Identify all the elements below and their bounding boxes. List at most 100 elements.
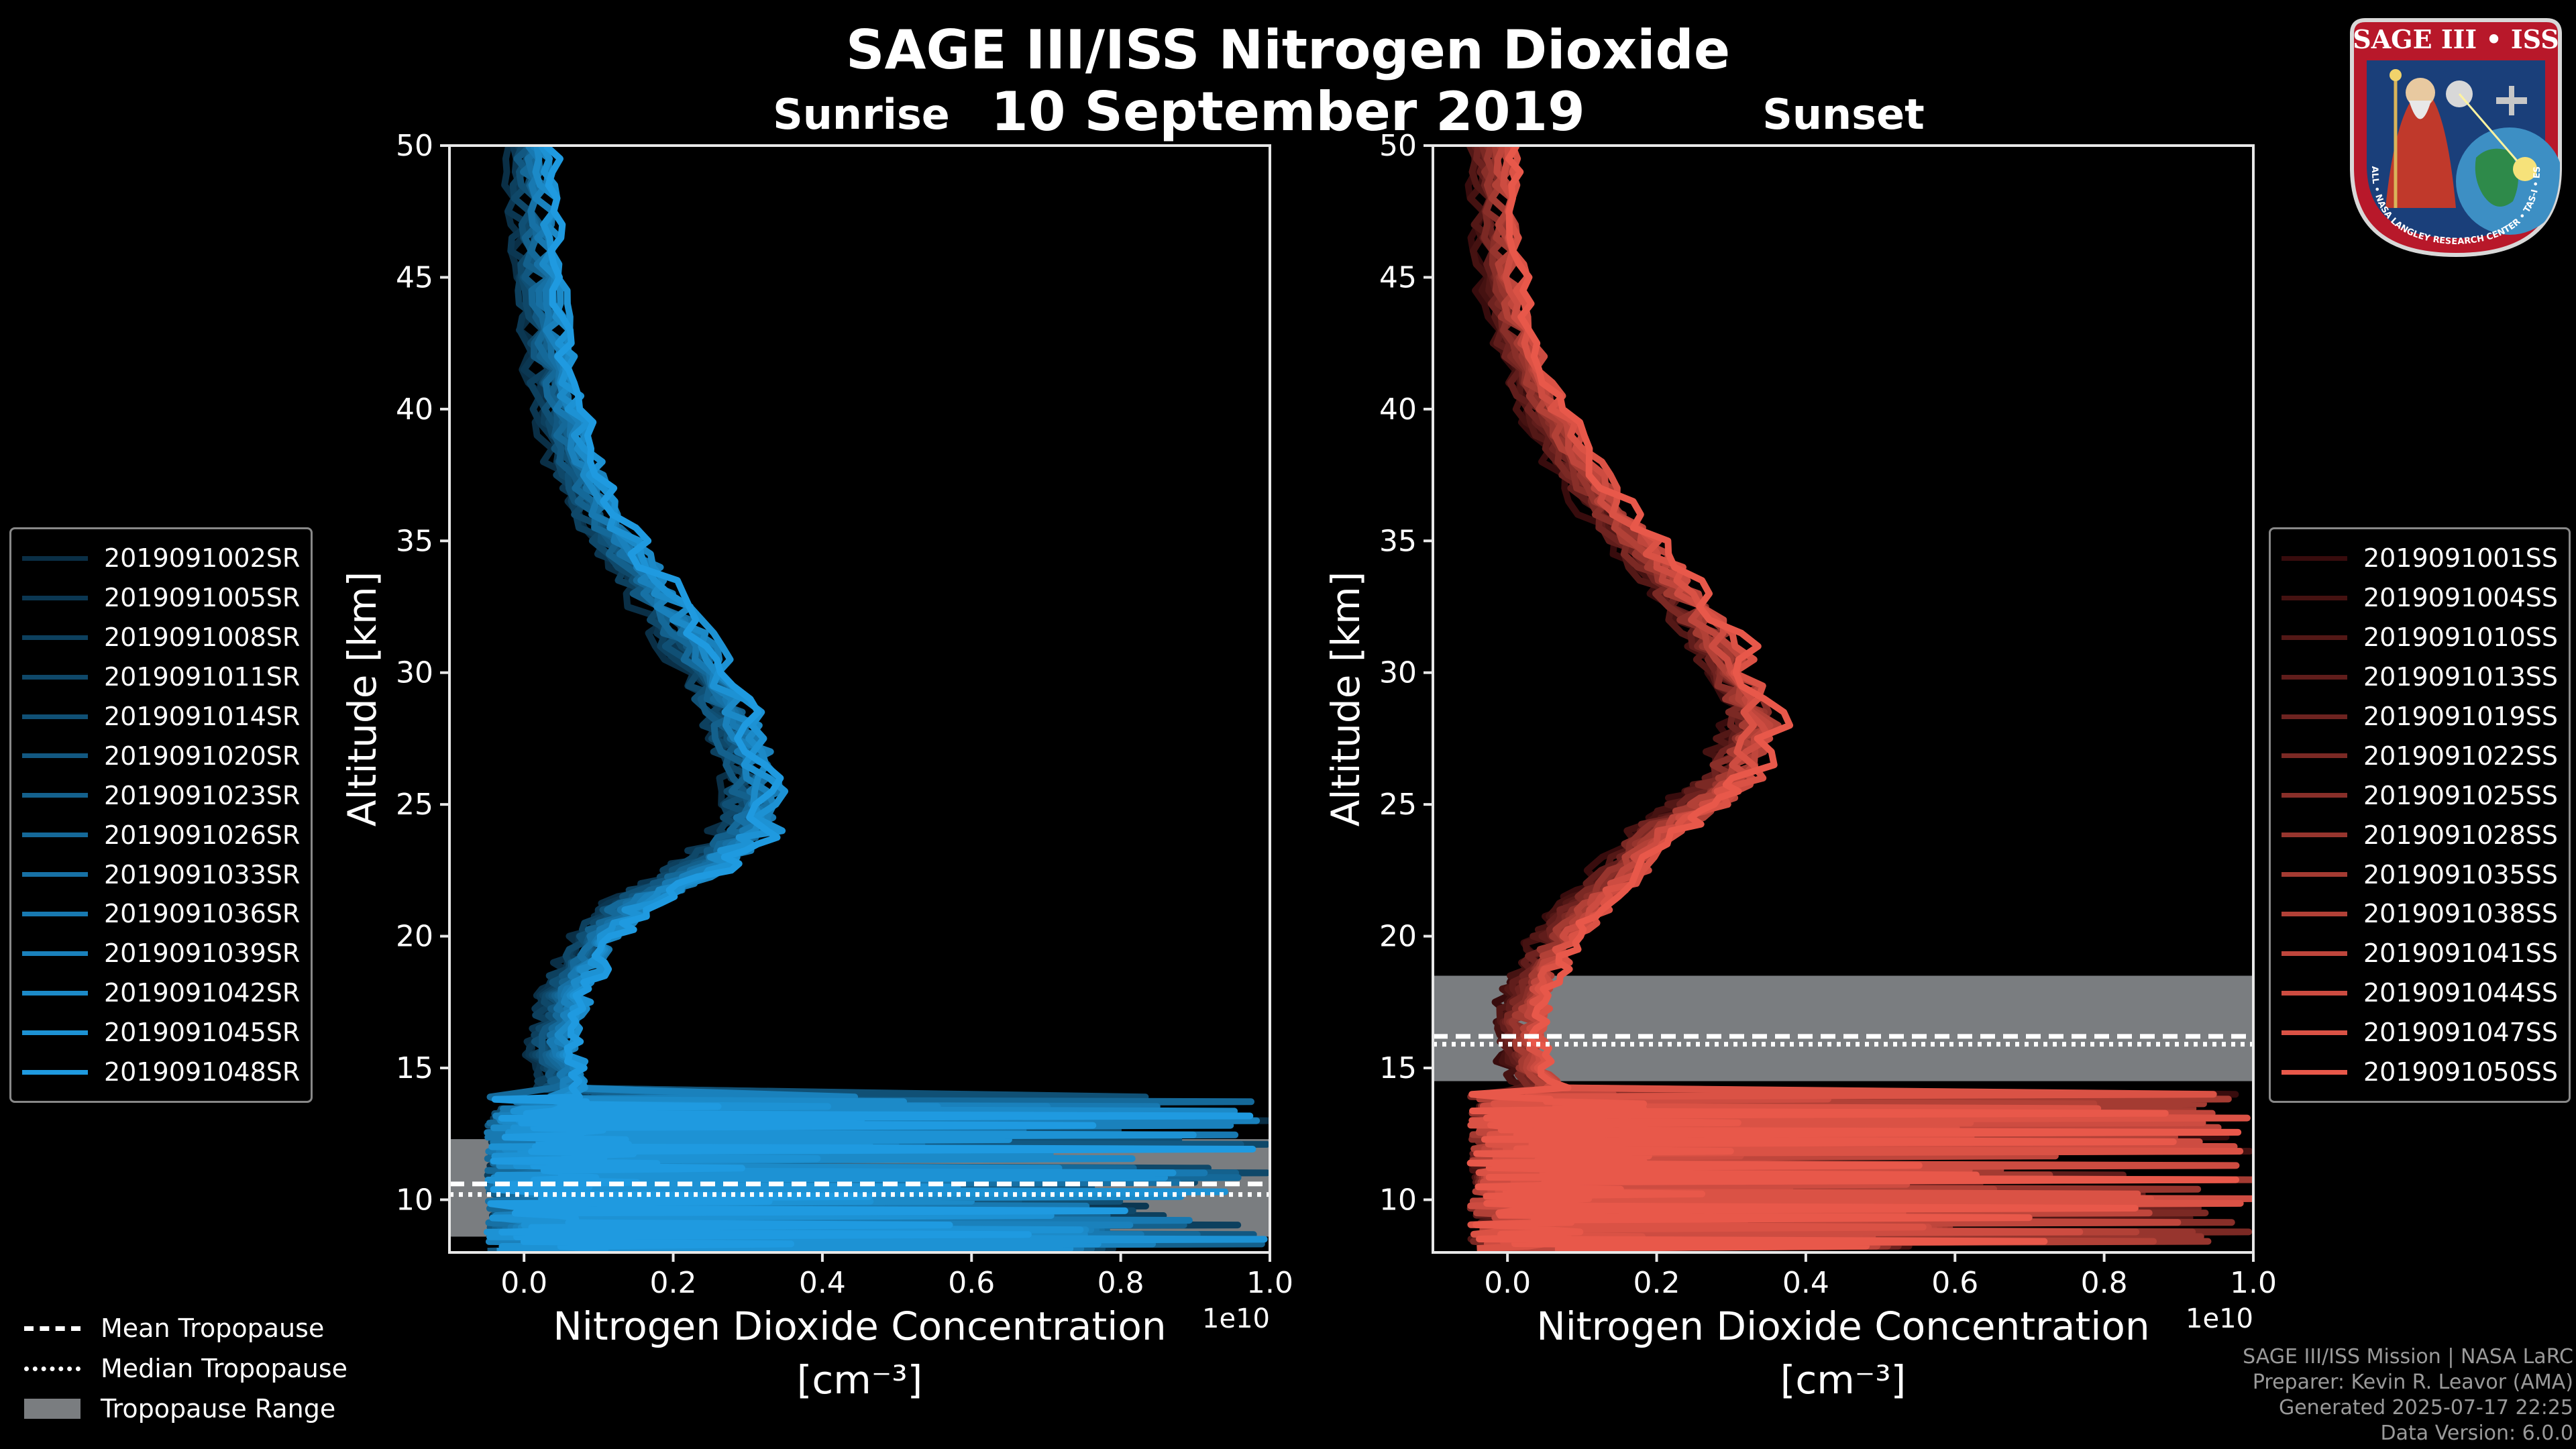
sunrise-legend-item: 2019091045SR [22, 1013, 300, 1053]
sunrise-y-tick-label: 10 [396, 1183, 433, 1217]
sunrise-plot-area [449, 146, 1270, 1252]
sunset-legend-item: 2019091044SS [2282, 973, 2558, 1013]
sunset-profile-2019091004SS [1467, 146, 2253, 1252]
sunset-profile-2019091019SS [1469, 146, 2202, 1252]
sunset-legend-swatch [2282, 753, 2347, 759]
sunset-legend-label: 2019091025SS [2363, 780, 2559, 810]
sunrise-y-tick-label: 50 [396, 129, 433, 163]
sunrise-x-axis-label: Nitrogen Dioxide Concentration [553, 1303, 1166, 1349]
sunset-legend-item: 2019091025SS [2282, 775, 2558, 815]
sunrise-legend-label: 2019091036SR [104, 899, 301, 929]
sunset-y-tick-label: 35 [1379, 524, 1417, 558]
sunset-legend-swatch [2282, 1030, 2347, 1035]
sunset-legend-swatch [2282, 793, 2347, 798]
sunset-y-tick-label: 45 [1379, 260, 1417, 294]
sunset-legend-swatch [2282, 595, 2347, 600]
sunset-profile-2019091028SS [1468, 146, 2212, 1252]
sunset-profile-2019091041SS [1469, 146, 2222, 1252]
gray-box-icon [24, 1399, 80, 1419]
sunrise-legend-label: 2019091033SR [104, 859, 301, 890]
sunset-legend-label: 2019091044SS [2363, 978, 2559, 1008]
sunset-x-axis-label: Nitrogen Dioxide Concentration [1536, 1303, 2149, 1349]
sunrise-legend-item: 2019091020SR [22, 736, 300, 775]
sunset-legend-swatch [2282, 951, 2347, 956]
sunrise-legend-swatch [22, 1030, 88, 1035]
sunset-plot-area [1433, 146, 2253, 1252]
sunrise-y-axis-label: Altitude [km] [339, 572, 385, 826]
mean-tropopause-label: Mean Tropopause [101, 1313, 325, 1343]
sunset-legend-label: 2019091050SS [2363, 1057, 2559, 1087]
sunset-profile-2019091010SS [1466, 146, 2208, 1252]
sunrise-x-tick-label: 1.0 [1246, 1266, 1293, 1300]
sunrise-legend-item: 2019091039SR [22, 934, 300, 973]
sunrise-legend-swatch [22, 990, 88, 996]
tropopause-legend: Mean Tropopause Median Tropopause Tropop… [24, 1308, 347, 1429]
sunset-legend-item: 2019091028SS [2282, 815, 2558, 855]
sunset-x-tick-label: 0.2 [1633, 1266, 1680, 1300]
dotted-line-icon [24, 1366, 80, 1371]
sunset-y-tick-label: 40 [1379, 392, 1417, 427]
sunrise-legend-item: 2019091033SR [22, 855, 300, 894]
sage-iii-iss-mission-logo: SAGE III • ISS BALL • NASA LANGLEY RESEA… [2345, 13, 2562, 258]
sunset-x-axis-unit: [cm⁻³] [1780, 1357, 1907, 1403]
sunrise-legend-label: 2019091023SR [104, 780, 301, 810]
sunrise-legend-swatch [22, 753, 88, 759]
sunset-legend-swatch [2282, 872, 2347, 877]
sunset-legend-item: 2019091050SS [2282, 1053, 2558, 1092]
sunset-legend-swatch [2282, 674, 2347, 680]
sunset-legend-item: 2019091019SS [2282, 697, 2558, 737]
sunset-legend-item: 2019091004SS [2282, 578, 2558, 618]
sunrise-legend-swatch [22, 555, 88, 561]
sunrise-y-tick-label: 25 [396, 788, 433, 822]
sunset-y-tick-label: 30 [1379, 656, 1417, 690]
credits-line-2: Preparer: Kevin R. Leavor (AMA) [2252, 1371, 2573, 1394]
sunset-legend-item: 2019091047SS [2282, 1013, 2558, 1053]
sunrise-legend-swatch [22, 872, 88, 877]
sunset-legend-label: 2019091001SS [2363, 543, 2559, 574]
sunrise-legend-swatch [22, 793, 88, 798]
sunset-legend: 2019091001SS 2019091004SS 2019091010SS 2019… [2269, 527, 2571, 1104]
sunrise-legend-label: 2019091011SR [104, 662, 301, 692]
sunset-legend-label: 2019091013SS [2363, 662, 2559, 692]
sunrise-y-tick-label: 15 [396, 1051, 433, 1085]
tropopause-range-label: Tropopause Range [101, 1394, 336, 1424]
sunset-profile-2019091050SS [1466, 146, 2242, 1252]
median-tropopause-legend-item: Median Tropopause [24, 1348, 347, 1389]
sunrise-legend-item: 2019091048SR [22, 1053, 300, 1092]
tropopause-range-legend-item: Tropopause Range [24, 1389, 347, 1429]
sunset-profile-2019091001SS [1464, 146, 2239, 1252]
sunrise-legend-swatch [22, 714, 88, 719]
sunrise-profile-2019091048SR [487, 146, 1256, 1252]
sunset-legend-item: 2019091022SS [2282, 736, 2558, 775]
sunset-legend-label: 2019091019SS [2363, 702, 2559, 731]
sunset-legend-swatch [2282, 1069, 2347, 1075]
median-tropopause-label: Median Tropopause [101, 1354, 347, 1383]
credits-line-4: Data Version: 6.0.0 [2380, 1421, 2573, 1445]
sunset-x-tick-label: 0.6 [1931, 1266, 1978, 1300]
sunset-legend-swatch [2282, 990, 2347, 996]
sunset-legend-item: 2019091001SS [2282, 539, 2558, 578]
sunrise-y-tick-label: 40 [396, 392, 433, 427]
sunrise-legend-label: 2019091045SR [104, 1018, 301, 1048]
sunrise-axes-frame [448, 144, 1271, 1254]
sunrise-legend-item: 2019091014SR [22, 697, 300, 737]
sunset-legend-label: 2019091035SS [2363, 859, 2559, 890]
sunset-profile-2019091047SS [1467, 146, 2251, 1252]
sunset-legend-item: 2019091038SS [2282, 894, 2558, 934]
sunset-y-tick-label: 50 [1379, 129, 1417, 163]
sunrise-x-tick-label: 0.2 [650, 1266, 697, 1300]
sunset-x-tick-label: 1.0 [2230, 1266, 2277, 1300]
sunrise-legend-swatch [22, 911, 88, 916]
credits-line-3: Generated 2025-07-17 22:25 [2278, 1396, 2573, 1419]
credits-line-1: SAGE III/ISS Mission | NASA LaRC [2243, 1345, 2573, 1368]
sunset-legend-swatch [2282, 555, 2347, 561]
sunrise-y-tick-label: 20 [396, 920, 433, 954]
sunset-profile-2019091013SS [1467, 146, 2241, 1252]
sunrise-legend-swatch [22, 674, 88, 680]
sunset-legend-swatch [2282, 635, 2347, 640]
sunrise-x-tick-label: 0.6 [948, 1266, 995, 1300]
sunset-legend-label: 2019091038SS [2363, 899, 2559, 929]
sunset-legend-item: 2019091010SS [2282, 618, 2558, 657]
sunset-x-scale-label: 1e10 [2186, 1303, 2253, 1334]
sunrise-x-tick-label: 0.8 [1097, 1266, 1144, 1300]
